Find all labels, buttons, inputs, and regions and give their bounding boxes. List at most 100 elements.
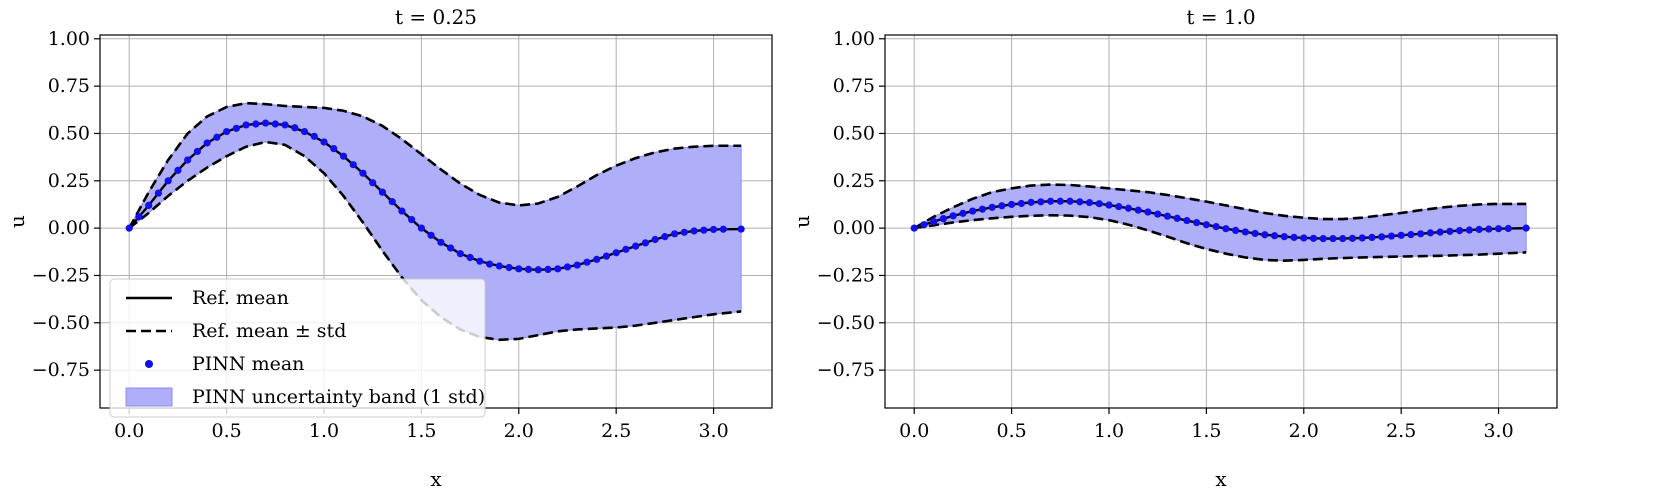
pinn-mean-point — [671, 230, 679, 238]
pinn-mean-point — [184, 156, 192, 164]
x-tick-label: 2.0 — [1289, 420, 1319, 442]
pinn-mean-point — [661, 233, 669, 241]
pinn-mean-point — [998, 202, 1006, 210]
y-tick-label: 1.00 — [48, 28, 90, 50]
pinn-mean-point — [456, 250, 464, 258]
axes-frame — [884, 34, 1558, 409]
y-tick-label: 0.00 — [48, 217, 90, 239]
y-tick-label: 0.50 — [833, 122, 875, 144]
pinn-mean-point — [1046, 197, 1055, 205]
pinn-mean-point — [417, 224, 425, 232]
y-tick-label: 0.75 — [48, 75, 90, 97]
pinn-mean-point — [1494, 225, 1503, 233]
pinn-mean-point — [1504, 224, 1512, 233]
pinn-mean-point — [427, 231, 435, 239]
x-axis-label: x — [1215, 467, 1227, 491]
pinn-mean-point — [1309, 234, 1318, 242]
pinn-mean-point — [1027, 198, 1035, 206]
ref-lower-std-line — [128, 140, 742, 342]
pinn-mean-point — [1134, 206, 1142, 214]
pinn-mean-point — [949, 212, 957, 220]
pinn-mean-point — [485, 260, 494, 268]
pinn-mean-point — [1222, 225, 1230, 233]
pinn-mean-point — [920, 221, 928, 229]
pinn-mean-point — [447, 244, 455, 252]
pinn-mean-point — [1144, 208, 1152, 216]
y-tick-label: −0.75 — [817, 359, 875, 381]
x-tick-label: 1.5 — [1191, 420, 1221, 442]
legend-label: Ref. mean — [192, 287, 289, 309]
y-tick-label: 0.25 — [833, 170, 875, 192]
pinn-mean-point — [1066, 197, 1074, 205]
pinn-mean-point — [1124, 204, 1133, 212]
pinn-mean-point — [622, 245, 630, 253]
pinn-mean-point — [602, 252, 611, 260]
pinn-mean-point — [1017, 199, 1025, 208]
pinn-uncertainty-band — [913, 184, 1527, 262]
panel-t-1-0: 0.0 0.5 1.0 1.5 2.0 2.5 3.0 1.00 0.75 0.50 0.25 0.0… — [790, 5, 1558, 491]
pinn-mean-point — [515, 265, 523, 273]
legend-swatch-band — [125, 387, 173, 407]
pinn-mean-point — [1348, 234, 1357, 242]
legend: Ref. mean Ref. mean ± std PINN mean PINN un… — [109, 278, 486, 418]
y-tick-label: 0.25 — [48, 170, 90, 192]
pinn-mean-point — [203, 139, 211, 147]
y-tick-label: −0.50 — [817, 312, 875, 334]
pinn-mean-point — [300, 127, 309, 136]
pinn-mean-point — [261, 119, 270, 127]
pinn-mean-point — [1232, 226, 1240, 234]
pinn-mean-point — [1426, 229, 1434, 237]
pinn-mean-point — [1085, 198, 1094, 207]
pinn-mean-point — [1465, 226, 1473, 234]
pinn-mean-point — [1485, 225, 1493, 233]
pinn-mean-point — [125, 224, 133, 232]
pinn-mean-point — [651, 235, 659, 244]
legend-box — [109, 278, 486, 418]
pinn-mean-point — [398, 207, 406, 215]
pinn-mean-point — [1387, 232, 1396, 240]
pinn-mean-point — [1037, 198, 1045, 206]
pinn-mean-point — [612, 249, 620, 257]
pinn-mean-point — [709, 225, 718, 234]
y-tick-label: −0.25 — [817, 264, 875, 286]
pinn-mean-point — [291, 124, 299, 132]
x-tick-label: 1.0 — [1094, 420, 1124, 442]
pinn-mean-point — [310, 132, 318, 140]
y-tick-label: 0.50 — [48, 122, 90, 144]
pinn-mean-point — [1261, 231, 1269, 239]
y-tick-label: 0.75 — [833, 75, 875, 97]
pinn-mean-point — [719, 225, 727, 233]
legend-swatch-marker — [145, 360, 153, 368]
y-tick-label: −0.75 — [32, 359, 90, 381]
pinn-mean-point — [242, 121, 250, 129]
pinn-mean-point — [1329, 234, 1337, 243]
pinn-mean-point — [330, 145, 338, 153]
pinn-mean-point — [281, 121, 289, 129]
pinn-mean-point — [1300, 234, 1308, 242]
x-tick-label: 0.0 — [899, 420, 929, 442]
y-tick-label: −0.25 — [32, 264, 90, 286]
pinn-mean-point — [213, 133, 221, 141]
pinn-mean-point — [388, 198, 396, 206]
pinn-mean-point — [339, 152, 348, 160]
pinn-mean-point — [408, 216, 416, 224]
x-tick-label: 2.0 — [504, 420, 534, 442]
pinn-mean-point — [700, 226, 708, 234]
pinn-mean-point — [349, 161, 357, 169]
pinn-mean-point — [563, 263, 572, 271]
pinn-mean-point — [1193, 219, 1201, 227]
x-tick-label: 3.0 — [698, 420, 728, 442]
pinn-mean-point — [505, 263, 513, 272]
pinn-mean-point — [174, 166, 182, 174]
x-tick-label: 0.5 — [211, 420, 241, 442]
pinn-mean-point — [583, 258, 591, 266]
pinn-mean-point — [369, 179, 377, 187]
pinn-mean-point — [1368, 233, 1376, 242]
y-tick-label: −0.50 — [32, 312, 90, 334]
pinn-mean-point — [1056, 197, 1064, 205]
panel-t-0-25: 0.0 0.5 1.0 1.5 2.0 2.5 3.0 1.00 0.75 0.50 0.25 0.0… — [5, 5, 773, 491]
pinn-mean-point — [593, 255, 601, 263]
pinn-mean-point — [1290, 233, 1298, 242]
pinn-mean-point — [930, 217, 938, 226]
